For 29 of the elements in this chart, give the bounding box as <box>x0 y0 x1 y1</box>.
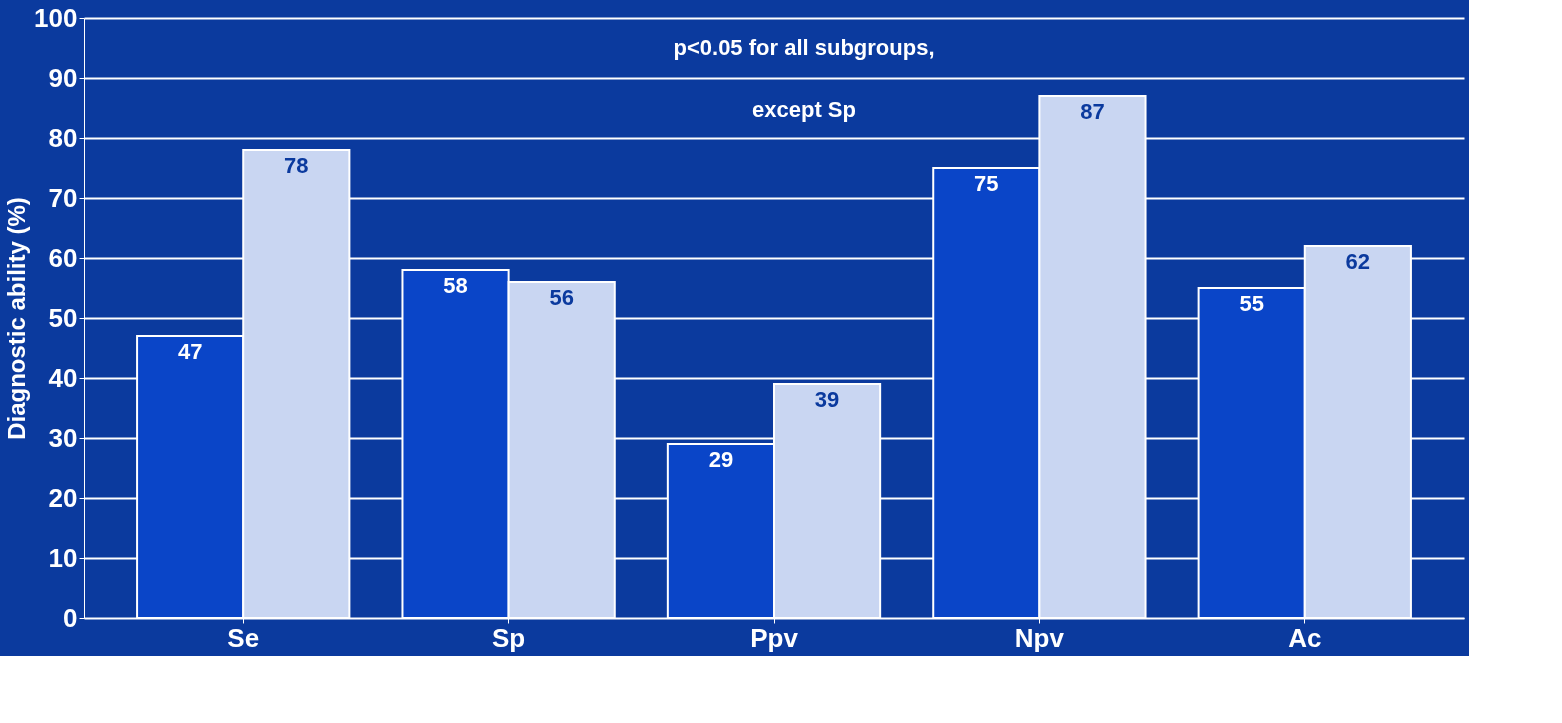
y-tick-label: 60 <box>48 242 78 273</box>
annotation: p<0.05 for all subgroups, <box>673 35 935 60</box>
y-tick-label: 80 <box>48 122 78 153</box>
data-label: 39 <box>814 387 840 412</box>
x-tick-label: Ac <box>1288 622 1322 653</box>
annotation: except Sp <box>752 97 856 122</box>
x-tick-label: Se <box>227 622 260 653</box>
data-label: 55 <box>1239 291 1264 316</box>
data-label: 29 <box>708 447 734 472</box>
data-label: 62 <box>1345 249 1371 274</box>
data-label: 56 <box>549 285 574 310</box>
data-label: 78 <box>284 153 309 178</box>
y-axis-title: Diagnostic ability (%) <box>3 197 31 440</box>
y-tick-label: 90 <box>48 62 78 93</box>
y-tick-label: 100 <box>34 2 78 33</box>
data-label: 75 <box>974 171 999 196</box>
data-label: 87 <box>1080 99 1105 124</box>
x-tick-label: Sp <box>492 622 526 653</box>
data-label: 58 <box>443 273 468 298</box>
x-tick-label: Npv <box>1014 622 1065 653</box>
y-tick-label: 10 <box>48 542 78 573</box>
x-tick-label: Ppv <box>750 622 799 653</box>
y-tick-label: 40 <box>48 362 78 393</box>
y-tick-label: 50 <box>48 302 78 333</box>
y-tick-label: 30 <box>48 422 78 453</box>
data-label: 47 <box>177 339 203 364</box>
y-tick-label: 0 <box>63 602 78 633</box>
y-tick-label: 20 <box>48 482 78 513</box>
y-tick-label: 70 <box>48 182 78 213</box>
